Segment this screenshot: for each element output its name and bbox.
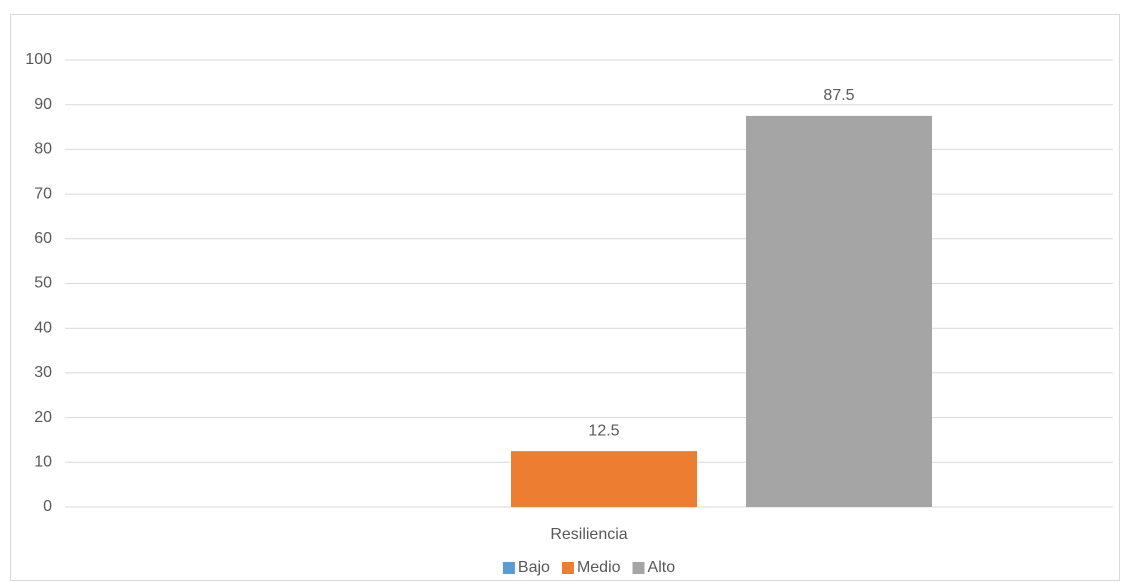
legend-label: Alto	[648, 559, 676, 576]
y-tick-label: 30	[34, 364, 52, 381]
legend-label: Bajo	[518, 559, 550, 576]
legend-label: Medio	[577, 559, 621, 576]
y-tick-label: 100	[25, 51, 52, 68]
y-tick-label: 90	[34, 96, 52, 113]
y-tick-label: 20	[34, 409, 52, 426]
y-tick-label: 0	[43, 498, 52, 515]
y-tick-label: 40	[34, 319, 52, 336]
legend-swatch	[561, 562, 574, 574]
bar	[511, 451, 697, 507]
y-tick-label: 10	[34, 454, 52, 471]
legend-swatch	[502, 562, 515, 574]
y-tick-label: 80	[34, 141, 52, 158]
y-tick-label: 60	[34, 230, 52, 247]
data-label: 87.5	[823, 87, 854, 104]
bar	[746, 115, 932, 507]
y-tick-label: 50	[34, 275, 52, 292]
y-tick-label: 70	[34, 185, 52, 202]
legend-swatch	[632, 562, 645, 574]
x-tick-label: Resiliencia	[550, 526, 627, 543]
data-label: 12.5	[588, 422, 619, 439]
